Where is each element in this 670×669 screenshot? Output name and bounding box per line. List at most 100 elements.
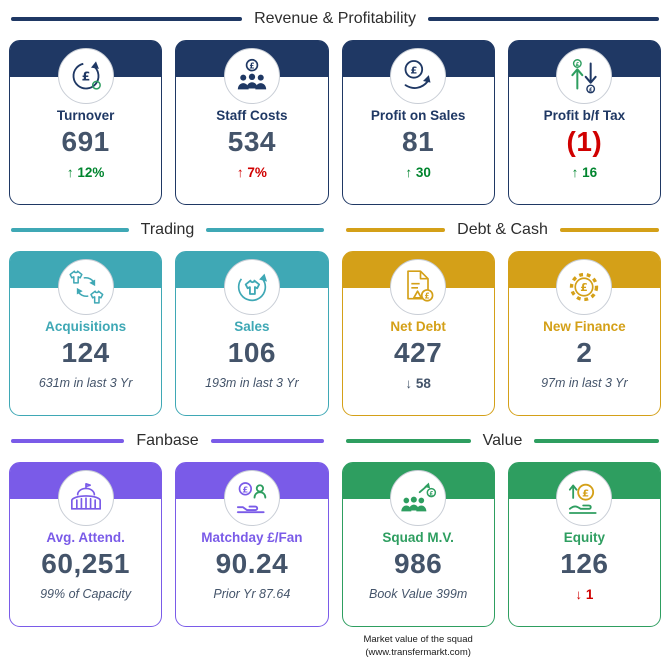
svg-text:£: £ [429, 491, 433, 497]
header-line [559, 228, 659, 232]
footnote-line2: (www.transfermarkt.com) [365, 646, 471, 658]
card-profit-on-sales: £ Profit on Sales 81 ↑ 30 [341, 40, 495, 205]
card-note: Prior Yr 87.64 [213, 587, 291, 601]
header-line [11, 439, 125, 443]
footnote-row: Market value of the squad (www.transferm… [9, 634, 661, 660]
card-value: 81 [402, 126, 435, 157]
card-delta: ↑ 16 [571, 165, 598, 180]
card-squad-market-value: £ Squad M.V. 986 Book Value 399m [341, 462, 495, 627]
card-label: Acquisitions [45, 319, 127, 334]
section-header-debt-cash: Debt & Cash [346, 217, 659, 243]
card-note: 97m in last 3 Yr [541, 376, 628, 390]
svg-text:£: £ [249, 62, 254, 71]
card-label: Equity [563, 530, 605, 545]
icon-badge: £ [223, 48, 280, 104]
shirt-cycle-icon [237, 272, 267, 302]
squad-value-icon: £ [401, 482, 437, 512]
section-title: Revenue & Profitability [254, 10, 416, 27]
revenue-cards-row: £ Turnover 691 ↑ 12% £ [9, 40, 661, 205]
fanbase-value-cards-row: Avg. Attend. 60,251 99% of Capacity £ [9, 462, 661, 627]
svg-text:£: £ [242, 485, 248, 495]
card-value: 90.24 [215, 548, 289, 579]
svg-text:£: £ [583, 488, 590, 499]
card-delta: ↑ 30 [405, 165, 431, 180]
svg-text:£: £ [81, 69, 90, 84]
card-avg-attendance: Avg. Attend. 60,251 99% of Capacity [9, 462, 163, 627]
header-line [206, 228, 324, 232]
stadium-icon [70, 483, 101, 510]
section-header-fanbase: Fanbase [11, 428, 325, 454]
card-value: 986 [394, 548, 443, 579]
card-sales: Sales 106 193m in last 3 Yr [175, 251, 329, 416]
card-label: Avg. Attend. [46, 530, 125, 545]
icon-badge [57, 259, 114, 315]
section-title: Value [482, 432, 523, 449]
card-value: 124 [61, 337, 110, 368]
header-line [210, 439, 325, 443]
staff-costs-icon: £ [237, 58, 267, 90]
card-delta: ↓ 1 [575, 587, 594, 602]
icon-badge: £ [556, 470, 613, 526]
section-title: Trading [140, 221, 195, 238]
card-label: Staff Costs [216, 108, 288, 123]
svg-text:£: £ [589, 87, 593, 93]
section-header-value: Value [346, 428, 660, 454]
card-value: 691 [61, 126, 110, 157]
header-line [427, 17, 660, 21]
card-value: 534 [227, 126, 276, 157]
card-delta: ↑ 7% [236, 165, 267, 180]
card-note: 631m in last 3 Yr [38, 376, 133, 390]
icon-badge [57, 470, 114, 526]
card-delta: ↑ 12% [66, 165, 105, 180]
svg-text:£: £ [576, 62, 580, 68]
svg-text:£: £ [581, 281, 589, 294]
turnover-refresh-icon: £ [72, 61, 101, 90]
card-label: Net Debt [390, 319, 446, 334]
header-line [346, 228, 446, 232]
svg-text:£: £ [410, 66, 417, 77]
icon-badge: £ [390, 48, 447, 104]
card-label: Matchday £/Fan [201, 530, 303, 545]
card-matchday-spend: £ Matchday £/Fan 90.24 Prior Yr 87.64 [175, 462, 329, 627]
section-header-trading: Trading [11, 217, 324, 243]
fan-spend-icon: £ [236, 482, 267, 514]
section-header-revenue: Revenue & Profitability [11, 6, 660, 32]
footnote-line1: Market value of the squad [363, 634, 473, 645]
finance-gear-icon: £ [570, 272, 599, 302]
card-value: 60,251 [41, 548, 130, 579]
icon-badge: £ £ [556, 48, 613, 104]
icon-badge: £ [57, 48, 114, 104]
card-note: Book Value 399m [369, 587, 468, 601]
card-value: (1) [566, 126, 603, 157]
icon-badge: £ [390, 470, 447, 526]
card-label: Sales [234, 319, 270, 334]
card-equity: £ Equity 126 ↓ 1 [507, 462, 661, 627]
card-label: Squad M.V. [382, 530, 454, 545]
icon-badge: £ [556, 259, 613, 315]
card-label: Profit b/f Tax [543, 108, 626, 123]
header-line [11, 228, 129, 232]
card-note: 193m in last 3 Yr [205, 376, 299, 390]
card-value: 2 [576, 337, 593, 368]
header-line [534, 439, 660, 443]
card-acquisitions: Acquisitions 124 631m in last 3 Yr [9, 251, 163, 416]
debt-document-icon: £ [407, 270, 434, 302]
card-value: 126 [560, 548, 609, 579]
card-value: 427 [394, 337, 443, 368]
card-delta: ↓ 58 [405, 376, 431, 391]
card-label: Turnover [56, 108, 115, 123]
card-label: New Finance [543, 319, 626, 334]
profit-on-sales-icon: £ [404, 60, 431, 89]
card-label: Profit on Sales [370, 108, 466, 123]
header-line [346, 439, 471, 443]
icon-badge: £ [223, 470, 280, 526]
card-profit-before-tax: £ £ Profit b/f Tax (1) ↑ 16 [507, 40, 661, 205]
svg-text:£: £ [425, 292, 430, 301]
card-staff-costs: £ Staff Costs 534 ↑ 7% [175, 40, 329, 205]
card-note: 99% of Capacity [40, 587, 132, 601]
card-net-debt: £ Net Debt 427 ↓ 58 [341, 251, 495, 416]
card-value: 106 [227, 337, 276, 368]
section-title: Debt & Cash [457, 221, 548, 238]
equity-hand-icon: £ [569, 483, 597, 514]
